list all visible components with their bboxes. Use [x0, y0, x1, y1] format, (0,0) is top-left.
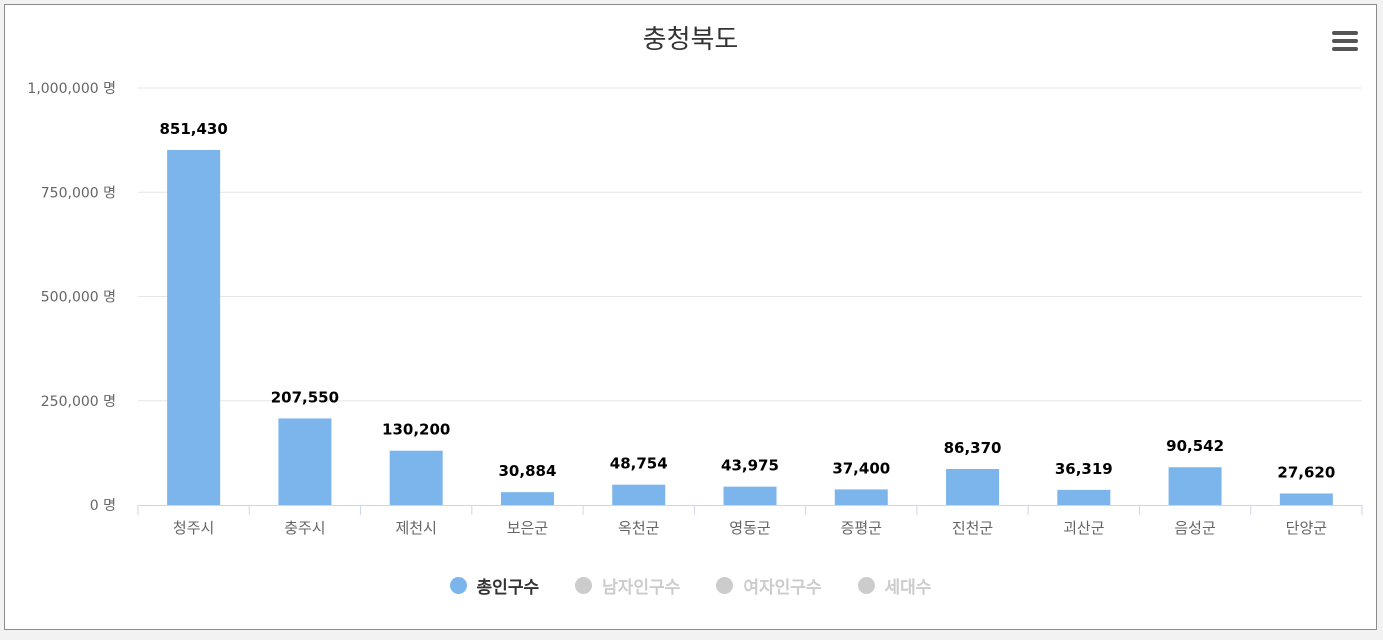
legend-item[interactable]: 총인구수 [449, 573, 540, 598]
bar[interactable] [167, 149, 221, 506]
hamburger-menu-icon[interactable] [1332, 31, 1358, 55]
y-tick-label: 250,000 명 [41, 394, 116, 410]
data-label: 48,754 [610, 455, 668, 473]
x-tick-label: 진천군 [952, 519, 994, 537]
bar[interactable] [1279, 493, 1333, 505]
legend-label: 세대수 [884, 578, 932, 598]
data-label: 207,550 [271, 388, 339, 406]
data-label: 27,620 [1277, 463, 1335, 481]
legend-marker-icon [716, 577, 734, 594]
bar[interactable] [278, 418, 332, 505]
bar[interactable] [723, 486, 777, 505]
x-tick-label: 단양군 [1286, 519, 1328, 537]
legend-marker-icon [857, 577, 875, 594]
y-tick-label: 750,000 명 [41, 185, 116, 201]
bar[interactable] [500, 492, 554, 505]
y-tick-label: 500,000 명 [41, 290, 116, 306]
x-tick-label: 청주시 [173, 519, 214, 537]
data-label: 37,400 [832, 459, 890, 477]
legend-label: 여자인구수 [743, 578, 822, 598]
bar-chart: 0 명 250,000 명 500,000 명 750,000 명 1,000,000 … [27, 81, 1363, 537]
x-tick-label: 보은군 [507, 519, 549, 537]
data-label: 43,975 [721, 457, 779, 475]
data-label: 30,884 [499, 462, 557, 480]
data-label: 86,370 [944, 439, 1002, 457]
data-label: 130,200 [382, 421, 450, 439]
x-tick-label: 옥천군 [618, 519, 660, 537]
data-label: 90,542 [1166, 437, 1224, 455]
bar[interactable] [1168, 467, 1222, 505]
y-tick-label: 0 명 [90, 498, 116, 514]
chart-title: 충청북도 [642, 25, 739, 55]
x-tick-label: 제천시 [395, 519, 436, 537]
data-label: 851,430 [159, 120, 227, 138]
x-tick-label: 영동군 [729, 519, 771, 537]
x-tick-label: 괴산군 [1063, 519, 1105, 537]
legend-label: 남자인구수 [602, 578, 681, 598]
x-tick-label: 충주시 [284, 519, 325, 537]
data-label: 36,319 [1055, 460, 1113, 478]
legend-item[interactable]: 여자인구수 [716, 573, 822, 598]
y-tick-label: 1,000,000 명 [27, 81, 116, 97]
chart-container: 충청북도 0 명 250,000 명 500,000 명 750,000 명 1,000… [4, 4, 1377, 630]
x-tick-label: 증평군 [841, 519, 883, 537]
bar[interactable] [834, 489, 888, 505]
legend-item[interactable]: 남자인구수 [575, 573, 680, 598]
x-tick-label: 음성군 [1174, 519, 1216, 537]
bar[interactable] [389, 450, 443, 505]
bar[interactable] [1057, 489, 1111, 505]
legend-marker-icon [575, 577, 593, 594]
legend-item[interactable]: 세대수 [857, 573, 932, 598]
legend-marker-icon [449, 577, 467, 594]
chart-legend: 총인구수 남자인구수 여자인구수 세대수 [5, 573, 1376, 598]
bar[interactable] [612, 484, 666, 505]
bar[interactable] [946, 468, 1000, 505]
legend-label: 총인구수 [476, 578, 540, 598]
